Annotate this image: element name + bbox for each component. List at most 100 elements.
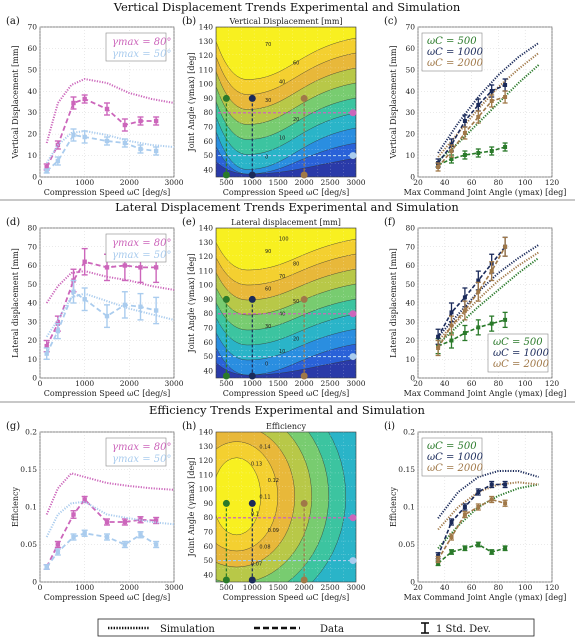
- y-axis-label: Efficiency: [11, 487, 20, 527]
- contour-label: 0.12: [268, 478, 279, 484]
- y-tick-label: 40: [27, 299, 37, 308]
- angle-marker: [349, 109, 357, 117]
- data-point: [449, 323, 454, 328]
- data-point: [44, 351, 49, 356]
- data-point: [71, 100, 76, 106]
- legend-box: [421, 437, 483, 477]
- data-point: [489, 497, 494, 502]
- angle-marker: [349, 557, 357, 565]
- data-point: [489, 321, 494, 326]
- y-tick-label: 40: [405, 87, 415, 96]
- x-tick-label: 1500: [269, 379, 288, 388]
- angle-marker: [349, 514, 357, 522]
- y-tick-label: 10: [405, 355, 415, 364]
- y-tick-label: 50: [203, 556, 213, 565]
- simulation-line: [45, 500, 175, 538]
- x-tick-label: 20: [413, 178, 423, 187]
- x-tick-label: 40: [440, 379, 450, 388]
- y-axis-label: Lateral displacement [mm]: [11, 248, 20, 358]
- data-line: [45, 498, 157, 568]
- y-tick-label: 140: [199, 224, 214, 233]
- x-tick-label: 0: [38, 583, 43, 592]
- x-axis-label: Compression Speed ωC [deg/s]: [223, 593, 349, 602]
- x-tick-label: 100: [518, 178, 533, 187]
- x-tick-label: 0: [38, 178, 43, 187]
- data-point: [44, 168, 49, 174]
- y-tick-label: 40: [203, 366, 213, 375]
- y-axis-label: Vertical Displacement [mm]: [389, 45, 398, 159]
- data-point: [503, 317, 508, 322]
- data-point: [436, 334, 441, 339]
- x-tick-label: 3000: [164, 379, 183, 388]
- data-point: [476, 103, 481, 107]
- legend-label-500: ωC = 500: [493, 337, 543, 348]
- x-tick-label: 80: [494, 583, 504, 592]
- y-tick-label: 0: [410, 173, 415, 182]
- x-tick-label: 60: [467, 178, 477, 187]
- speed-marker: [300, 171, 308, 179]
- data-point: [436, 557, 441, 562]
- contour-label: 10: [279, 349, 285, 355]
- data-point: [489, 269, 494, 274]
- data-point: [476, 505, 481, 509]
- legend-label-500: ωC = 500: [427, 36, 477, 47]
- data-point: [104, 534, 110, 540]
- speed-marker: [222, 576, 230, 584]
- data-point: [503, 95, 508, 99]
- x-tick-label: 1000: [75, 583, 94, 592]
- data-point: [436, 561, 441, 566]
- legend-data-label: Data: [320, 624, 344, 635]
- y-tick-label: 100: [199, 281, 214, 290]
- y-axis-label: Joint Angle (γmax) [deg]: [187, 253, 196, 353]
- contour-label: 100: [279, 237, 289, 243]
- y-axis-label: Vertical Displacement [mm]: [11, 45, 20, 159]
- legend-label-1000: ωC = 1000: [427, 452, 484, 463]
- y-tick-label: 50: [27, 65, 37, 74]
- simulation-line: [45, 77, 175, 144]
- legend-std-label: 1 Std. Dev.: [436, 624, 491, 635]
- plot-title: Lateral displacement [mm]: [231, 218, 341, 227]
- data-point: [436, 165, 441, 169]
- data-point: [82, 96, 87, 102]
- contour-label: 70: [279, 274, 285, 280]
- y-tick-label: 80: [405, 224, 415, 233]
- data-line: [45, 98, 157, 168]
- data-point: [449, 550, 454, 554]
- y-tick-label: 70: [405, 242, 415, 251]
- panel-label: (a): [6, 16, 20, 27]
- angle-marker: [349, 353, 357, 361]
- panel-label: (d): [6, 217, 20, 228]
- data-point: [138, 118, 143, 124]
- contour-label: 50: [293, 299, 299, 305]
- legend-label-50: γmax = 50°: [112, 49, 172, 60]
- data-point: [138, 532, 143, 537]
- data-point: [462, 546, 467, 551]
- panel-b: (b)500 1000 1500 2000 2500 300040506070809010…: [182, 16, 366, 197]
- data-point: [138, 304, 143, 309]
- data-point: [476, 151, 481, 155]
- data-line: [437, 96, 506, 168]
- y-tick-label: 40: [203, 165, 213, 174]
- contour-bands: [216, 228, 356, 378]
- contour-band: [216, 228, 356, 271]
- data-line: [437, 483, 506, 557]
- speed-marker: [222, 94, 230, 102]
- plot-title: Efficiency: [266, 422, 306, 431]
- legend-label-80: γmax = 80°: [112, 238, 172, 249]
- simulation-line: [437, 52, 540, 158]
- data-point: [462, 153, 467, 157]
- data-point: [82, 497, 87, 502]
- y-tick-label: 70: [203, 528, 213, 537]
- speed-marker: [300, 499, 308, 507]
- y-tick-label: 0.2: [25, 428, 37, 437]
- data-point: [449, 149, 454, 153]
- x-tick-label: 20: [413, 379, 423, 388]
- data-point: [71, 132, 76, 138]
- y-tick-label: 80: [203, 108, 213, 117]
- data-point: [449, 310, 454, 315]
- y-tick-label: 70: [203, 123, 213, 132]
- data-point: [153, 118, 159, 124]
- data-point: [153, 542, 159, 547]
- data-point: [44, 564, 49, 570]
- data-point: [71, 289, 76, 294]
